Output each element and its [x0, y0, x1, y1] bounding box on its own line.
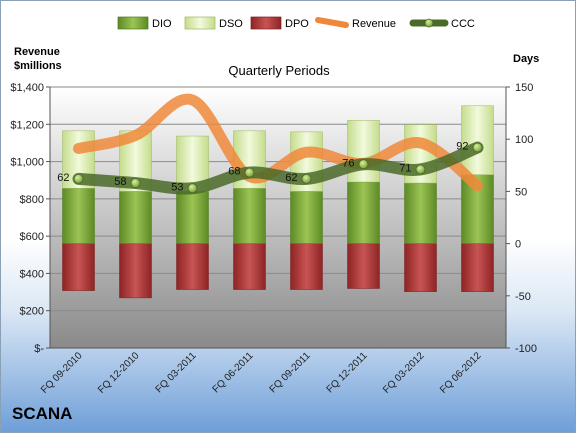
- ccc-point-6: [415, 164, 426, 175]
- bar-dpo-3: [233, 243, 266, 290]
- bar-dio-6: [404, 182, 437, 244]
- right-tick-label-0: -100: [515, 343, 537, 355]
- ccc-point-1: [130, 178, 141, 188]
- ccc-data-label-4: 62: [285, 172, 297, 184]
- legend-swatch-dio: [117, 16, 149, 30]
- left-tick-label-3: $600: [20, 231, 44, 243]
- ccc-data-label-1: 58: [114, 176, 126, 188]
- ccc-point-2: [187, 183, 198, 194]
- legend-label-dso: DSO: [219, 18, 243, 30]
- ccc-data-label-2: 53: [171, 181, 183, 193]
- right-tick-label-3: 50: [515, 186, 527, 198]
- right-tick-label-1: -50: [515, 291, 531, 303]
- bar-dpo-7: [461, 243, 494, 292]
- plot-area: [50, 87, 506, 348]
- category-label-0: FQ 09-2010: [39, 350, 85, 396]
- ccc-point-0: [73, 173, 84, 184]
- left-tick-label-1: $200: [20, 306, 44, 318]
- category-label-6: FQ 03-2012: [381, 350, 427, 396]
- ccc-data-label-3: 68: [228, 166, 240, 178]
- legend-swatch-revenue: [315, 17, 349, 28]
- bar-dpo-4: [290, 243, 323, 290]
- ccc-point-3: [244, 167, 255, 178]
- bar-dio-4: [290, 191, 323, 244]
- legend-label-revenue: Revenue: [352, 18, 396, 30]
- left-tick-label-2: $400: [20, 268, 44, 280]
- bar-dso-5: [347, 120, 380, 183]
- legend-swatch-dpo: [250, 16, 282, 30]
- legend-label-dpo: DPO: [285, 18, 309, 30]
- category-label-5: FQ 12-2011: [325, 350, 370, 395]
- category-label-1: FQ 12-2010: [96, 350, 142, 396]
- bar-dio-0: [62, 188, 95, 244]
- ccc-point-4: [301, 173, 312, 184]
- left-tick-label-4: $800: [20, 194, 44, 206]
- legend-swatch-dso: [184, 16, 216, 30]
- bar-dpo-0: [62, 243, 95, 291]
- left-tick-label-0: $-: [34, 343, 44, 355]
- ccc-data-label-5: 76: [342, 157, 354, 169]
- right-axis-title: Days: [513, 53, 539, 65]
- category-label-4: FQ 09-2011: [268, 350, 313, 395]
- right-tick-label-4: 100: [515, 134, 533, 146]
- ccc-point-7: [472, 142, 483, 153]
- ccc-point-5: [358, 159, 369, 170]
- ccc-data-label-7: 92: [456, 141, 468, 153]
- bar-dpo-6: [404, 243, 437, 292]
- company-name: SCANA: [12, 404, 73, 423]
- left-tick-label-7: $1,400: [10, 82, 44, 94]
- bar-dio-2: [176, 191, 209, 244]
- ccc-data-label-0: 62: [57, 172, 69, 184]
- bar-dio-1: [119, 191, 152, 244]
- legend-label-dio: DIO: [152, 18, 172, 30]
- legend-label-ccc: CCC: [451, 18, 475, 30]
- left-axis-title-line2: $millions: [14, 60, 62, 72]
- left-tick-label-6: $1,200: [10, 119, 44, 131]
- left-tick-label-5: $1,000: [10, 157, 44, 169]
- bar-dio-5: [347, 181, 380, 244]
- bar-dso-7: [461, 105, 494, 175]
- right-tick-label-5: 150: [515, 82, 533, 94]
- legend-swatch-ccc-dot: [424, 18, 434, 28]
- category-label-2: FQ 03-2011: [154, 350, 199, 395]
- bar-dpo-2: [176, 243, 209, 290]
- category-label-7: FQ 06-2012: [438, 350, 484, 396]
- bar-dpo-1: [119, 243, 152, 299]
- left-axis-title-line1: Revenue: [14, 46, 60, 58]
- ccc-data-label-6: 71: [399, 162, 411, 174]
- bar-dio-3: [233, 188, 266, 244]
- bar-dpo-5: [347, 243, 380, 289]
- right-tick-label-2: 0: [515, 239, 521, 251]
- chart-title: Quarterly Periods: [228, 63, 330, 78]
- category-label-3: FQ 06-2011: [211, 350, 256, 395]
